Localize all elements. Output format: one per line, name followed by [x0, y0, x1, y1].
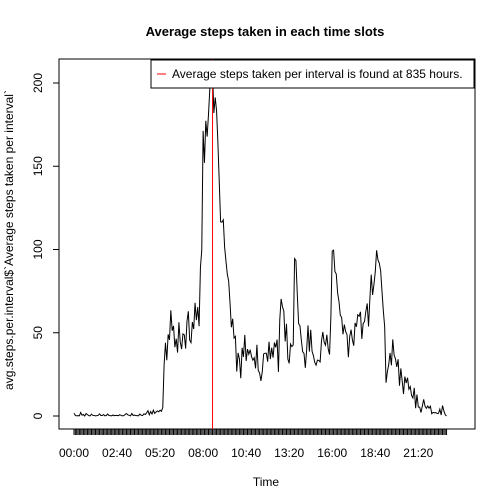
legend-box: [150, 59, 475, 89]
legend-entry: Average steps taken per interval is foun…: [172, 67, 463, 81]
x-tick-label: 16:00: [317, 446, 347, 460]
legend: Average steps taken per interval is foun…: [150, 59, 475, 89]
x-axis: [73, 429, 448, 435]
x-tick-label: 02:40: [102, 446, 132, 460]
y-tick-label: 50: [31, 326, 45, 340]
x-tick-label: 18:40: [360, 446, 390, 460]
x-tick-label: 08:00: [188, 446, 218, 460]
y-tick-label: 150: [31, 156, 45, 176]
chart-title: Average steps taken in each time slots: [146, 24, 385, 39]
x-tick-labels: 00:00 02:40 05:20 08:00 10:40 13:20 16:00 18:40…: [59, 446, 434, 460]
x-tick-label: 13:20: [274, 446, 304, 460]
y-axis-label: avg.steps.per.interval$`Average steps ta…: [2, 90, 16, 390]
series-line: [73, 72, 447, 417]
x-tick-label: 05:20: [145, 446, 175, 460]
x-axis-label: Time: [253, 475, 280, 489]
x-tick-label: 21:20: [403, 446, 433, 460]
y-axis: 0 50 100 150 200: [31, 73, 60, 419]
x-tick-label: 00:00: [59, 446, 89, 460]
x-tick-label: 10:40: [231, 446, 261, 460]
y-tick-label: 100: [31, 239, 45, 259]
y-tick-label: 0: [31, 412, 45, 419]
y-tick-label: 200: [31, 73, 45, 93]
plot-frame: [58, 58, 476, 430]
